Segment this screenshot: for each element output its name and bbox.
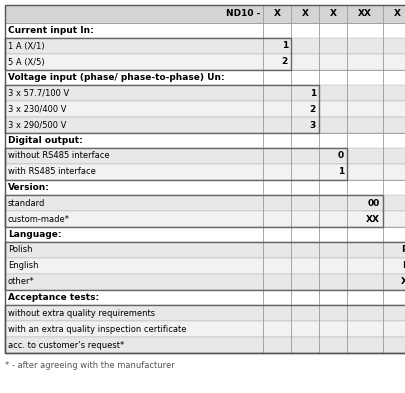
Text: 00: 00 <box>368 198 380 208</box>
Bar <box>5 274 405 290</box>
Bar <box>5 180 405 195</box>
Bar <box>5 54 405 70</box>
Text: with an extra quality inspection certificate: with an extra quality inspection certifi… <box>8 325 186 334</box>
Bar <box>5 227 405 242</box>
Text: standard: standard <box>8 198 45 208</box>
Text: Voltage input (phase/ phase-to-phase) Un:: Voltage input (phase/ phase-to-phase) Un… <box>8 73 225 82</box>
Bar <box>5 290 405 305</box>
Text: 1 A (X/1): 1 A (X/1) <box>8 42 45 50</box>
Bar <box>5 101 405 117</box>
Bar <box>5 117 405 133</box>
Bar <box>5 337 405 353</box>
Text: X: X <box>301 9 309 18</box>
Text: 2: 2 <box>282 57 288 66</box>
Bar <box>5 5 405 23</box>
Text: Polish: Polish <box>8 246 32 255</box>
Text: 0: 0 <box>338 151 344 160</box>
Bar <box>5 38 405 54</box>
Bar <box>5 148 405 164</box>
Text: 1: 1 <box>310 88 316 97</box>
Bar <box>5 23 405 38</box>
Bar <box>5 70 405 85</box>
Text: other*: other* <box>8 277 35 286</box>
Bar <box>5 148 347 180</box>
Bar <box>5 133 405 148</box>
Text: X: X <box>330 9 337 18</box>
Bar <box>5 242 405 258</box>
Text: 3 x 290/500 V: 3 x 290/500 V <box>8 121 66 130</box>
Text: acc. to customer’s request*: acc. to customer’s request* <box>8 340 124 349</box>
Text: X: X <box>273 9 281 18</box>
Text: XX: XX <box>366 215 380 224</box>
Text: with RS485 interface: with RS485 interface <box>8 167 96 176</box>
Bar <box>5 211 405 227</box>
Text: 1: 1 <box>282 42 288 50</box>
Bar <box>5 258 405 274</box>
Text: Current input In:: Current input In: <box>8 26 94 35</box>
Text: English: English <box>8 261 38 270</box>
Text: ND10 -: ND10 - <box>226 9 260 18</box>
Text: 3 x 57.7/100 V: 3 x 57.7/100 V <box>8 88 69 97</box>
Text: Language:: Language: <box>8 230 62 239</box>
Bar <box>5 5 405 353</box>
Text: without RS485 interface: without RS485 interface <box>8 151 110 160</box>
Text: P: P <box>401 246 405 255</box>
Text: Acceptance tests:: Acceptance tests: <box>8 293 99 302</box>
Bar <box>5 85 319 133</box>
Bar <box>5 321 405 337</box>
Bar <box>5 164 405 180</box>
Text: XX: XX <box>358 9 372 18</box>
Bar <box>5 195 405 211</box>
Text: 5 A (X/5): 5 A (X/5) <box>8 57 45 66</box>
Text: 2: 2 <box>310 105 316 114</box>
Text: 3: 3 <box>310 121 316 130</box>
Text: without extra quality requirements: without extra quality requirements <box>8 309 155 318</box>
Text: * - after agreeing with the manufacturer: * - after agreeing with the manufacturer <box>5 361 175 370</box>
Text: 3 x 230/400 V: 3 x 230/400 V <box>8 105 66 114</box>
Bar <box>5 38 291 70</box>
Text: 1: 1 <box>338 167 344 176</box>
Bar <box>5 305 405 353</box>
Text: Version:: Version: <box>8 183 50 192</box>
Bar <box>5 195 383 227</box>
Text: X: X <box>394 9 401 18</box>
Text: Digital output:: Digital output: <box>8 136 83 145</box>
Text: E: E <box>402 261 405 270</box>
Bar <box>5 305 405 321</box>
Text: custom-made*: custom-made* <box>8 215 70 224</box>
Bar <box>5 242 405 290</box>
Bar <box>5 85 405 101</box>
Text: X: X <box>401 277 405 286</box>
